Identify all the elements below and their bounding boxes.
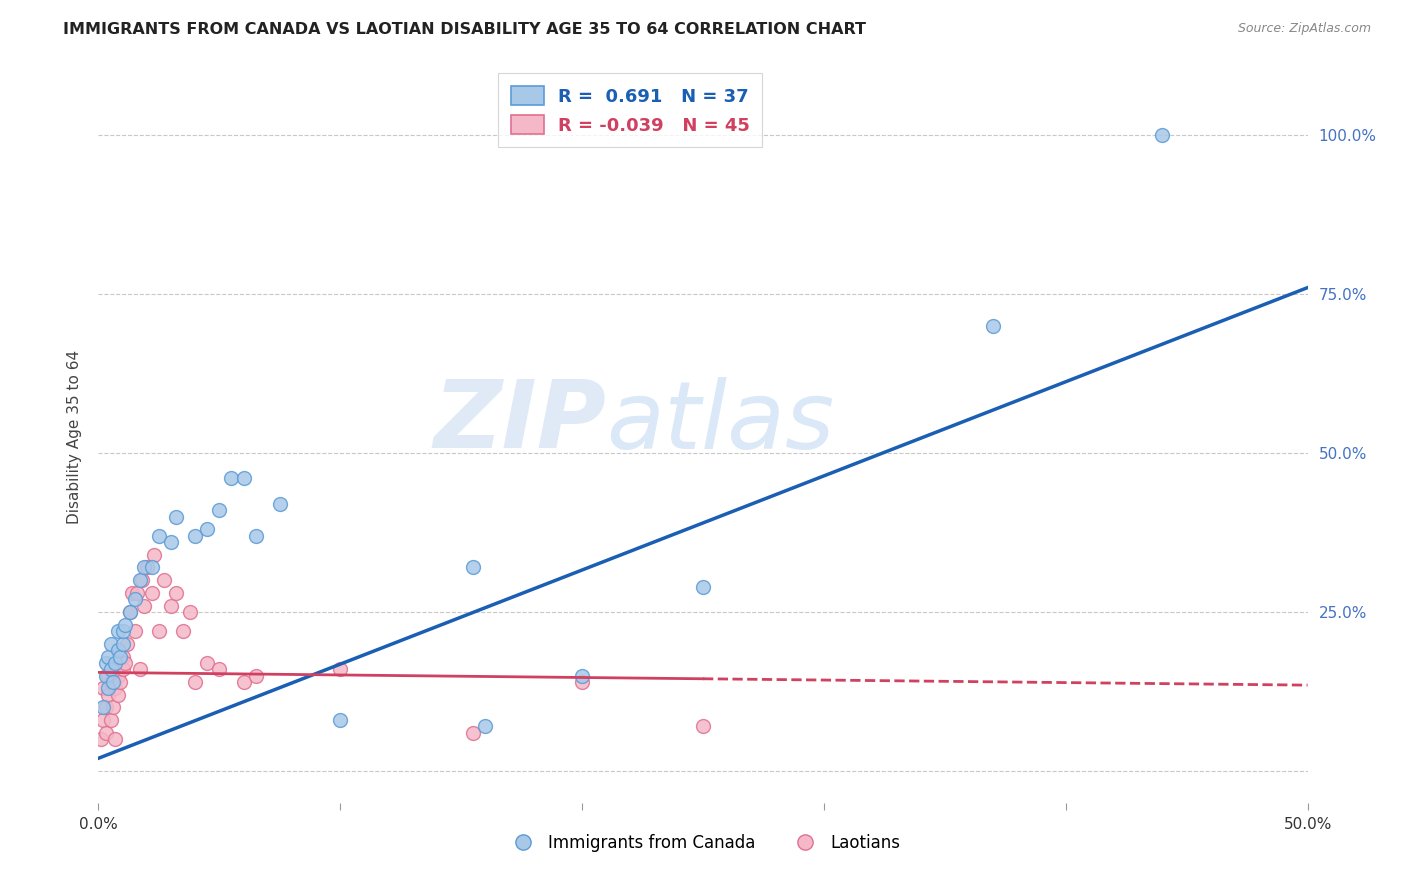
Point [329, 713, 352, 727]
Point [107, 624, 129, 638]
Point [208, 662, 231, 676]
Point [165, 509, 187, 524]
Point [134, 560, 156, 574]
Point [160, 535, 183, 549]
Point [128, 573, 150, 587]
Point [107, 688, 129, 702]
Point [107, 668, 129, 682]
Point [97, 649, 120, 664]
Point [94, 700, 117, 714]
Point [90, 732, 112, 747]
Point [114, 656, 136, 670]
Point [221, 471, 243, 485]
Point [143, 548, 166, 562]
Point [135, 560, 157, 574]
Point [179, 605, 201, 619]
Point [111, 624, 134, 638]
Point [329, 662, 352, 676]
Point [172, 624, 194, 638]
Point [152, 573, 174, 587]
Text: Source: ZipAtlas.com: Source: ZipAtlas.com [1237, 22, 1371, 36]
Point [111, 637, 134, 651]
Point [131, 573, 153, 587]
Point [269, 497, 291, 511]
Point [692, 719, 714, 733]
Point [195, 522, 218, 536]
Point [97, 668, 120, 682]
Point [94, 726, 117, 740]
Point [100, 637, 122, 651]
Point [127, 586, 149, 600]
Text: IMMIGRANTS FROM CANADA VS LAOTIAN DISABILITY AGE 35 TO 64 CORRELATION CHART: IMMIGRANTS FROM CANADA VS LAOTIAN DISABI… [63, 22, 866, 37]
Point [97, 688, 120, 702]
Point [104, 732, 127, 747]
Point [692, 580, 714, 594]
Point [1152, 128, 1174, 142]
Text: ZIP: ZIP [433, 376, 606, 468]
Point [141, 560, 163, 574]
Point [463, 560, 485, 574]
Point [101, 700, 124, 714]
Point [104, 656, 127, 670]
Point [100, 675, 122, 690]
Point [463, 726, 485, 740]
Point [981, 318, 1004, 333]
Point [148, 624, 170, 638]
Point [184, 675, 207, 690]
Point [91, 713, 114, 727]
Point [91, 681, 114, 696]
Point [107, 643, 129, 657]
Point [121, 586, 143, 600]
Point [232, 471, 254, 485]
Legend: Immigrants from Canada, Laotians: Immigrants from Canada, Laotians [498, 826, 908, 860]
Point [101, 662, 124, 676]
Point [195, 656, 218, 670]
Point [108, 649, 131, 664]
Point [101, 675, 124, 690]
Point [111, 662, 134, 676]
Point [245, 668, 267, 682]
Y-axis label: Disability Age 35 to 64: Disability Age 35 to 64 [67, 350, 83, 524]
Point [141, 586, 163, 600]
Point [108, 675, 131, 690]
Point [94, 668, 117, 682]
Point [118, 605, 141, 619]
Point [571, 675, 593, 690]
Point [124, 592, 146, 607]
Point [114, 617, 136, 632]
Point [184, 529, 207, 543]
Point [124, 624, 146, 638]
Point [134, 599, 156, 613]
Point [474, 719, 496, 733]
Point [91, 700, 114, 714]
Point [100, 662, 122, 676]
Text: atlas: atlas [606, 377, 835, 468]
Point [160, 599, 183, 613]
Point [208, 503, 231, 517]
Point [165, 586, 187, 600]
Point [245, 529, 267, 543]
Point [111, 649, 134, 664]
Point [128, 662, 150, 676]
Point [97, 681, 120, 696]
Point [104, 681, 127, 696]
Point [232, 675, 254, 690]
Point [100, 713, 122, 727]
Point [148, 529, 170, 543]
Point [117, 637, 139, 651]
Point [571, 668, 593, 682]
Point [118, 605, 141, 619]
Point [94, 656, 117, 670]
